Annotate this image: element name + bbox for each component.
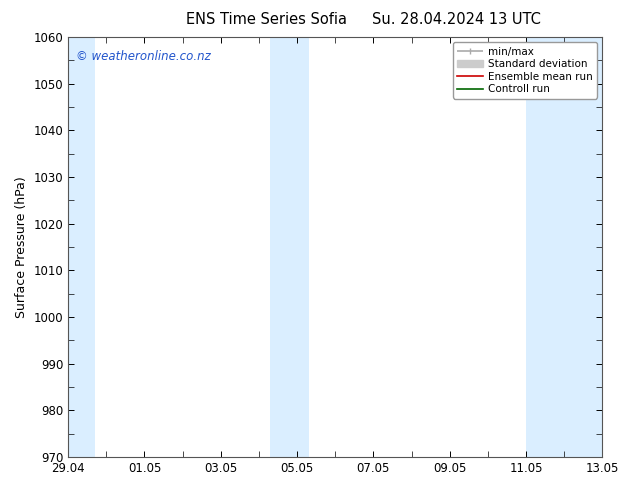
Text: © weatheronline.co.nz: © weatheronline.co.nz: [76, 50, 211, 63]
Y-axis label: Surface Pressure (hPa): Surface Pressure (hPa): [15, 176, 28, 318]
Text: Su. 28.04.2024 13 UTC: Su. 28.04.2024 13 UTC: [372, 12, 541, 27]
Legend: min/max, Standard deviation, Ensemble mean run, Controll run: min/max, Standard deviation, Ensemble me…: [453, 42, 597, 98]
Bar: [270, 37, 309, 457]
Bar: [526, 37, 606, 457]
Bar: [65, 37, 95, 457]
Text: ENS Time Series Sofia: ENS Time Series Sofia: [186, 12, 347, 27]
